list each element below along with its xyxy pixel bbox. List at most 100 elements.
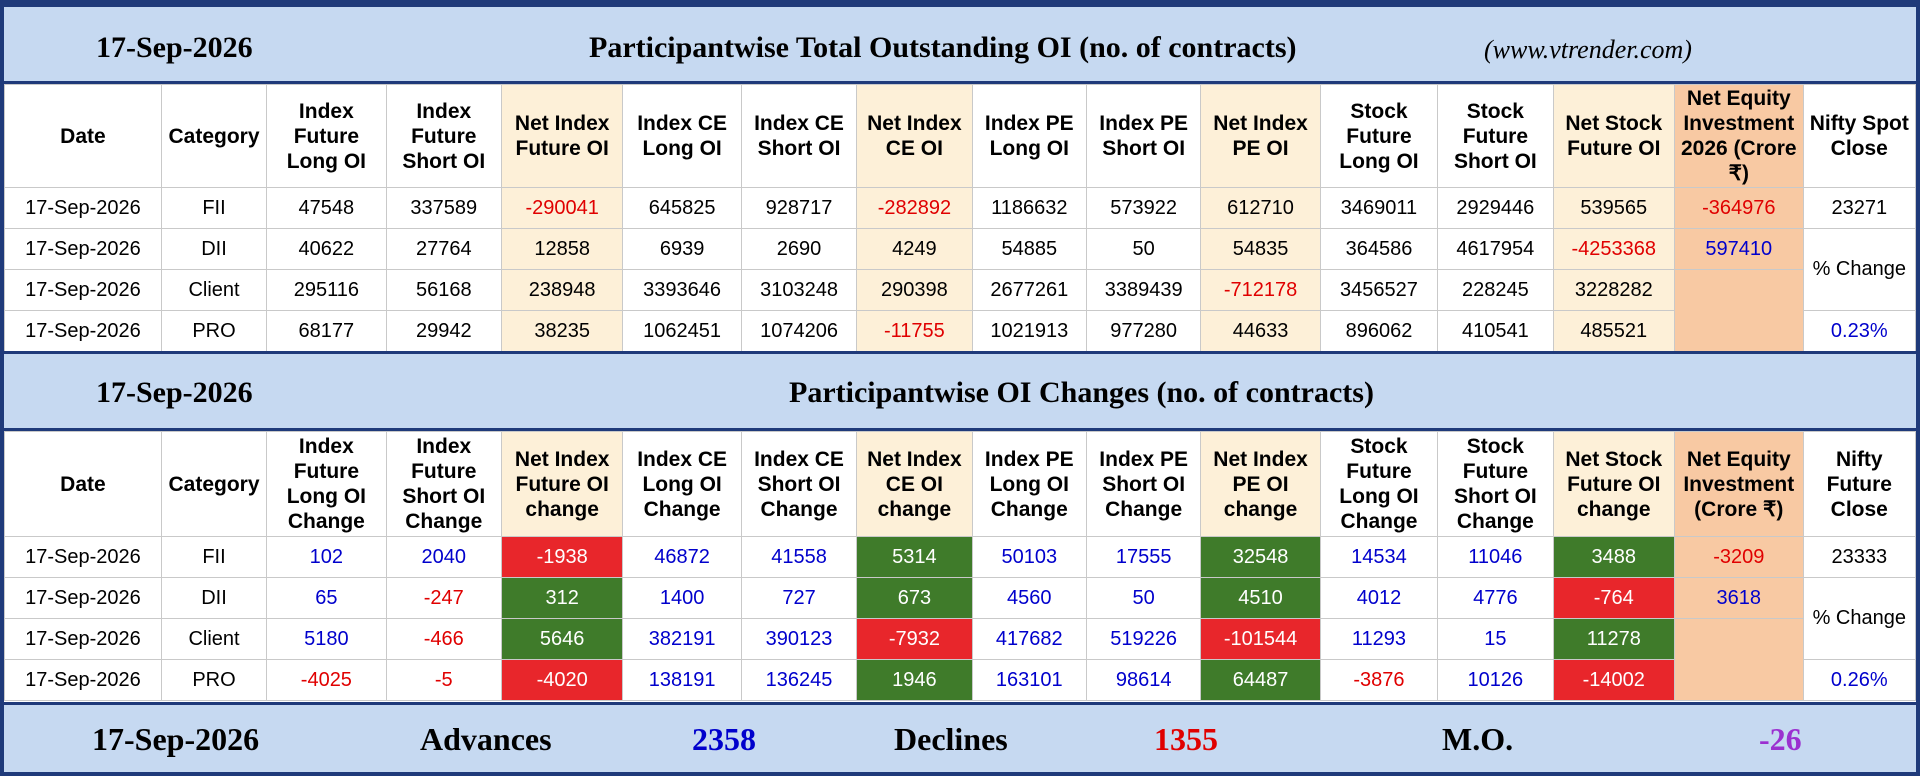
mo-value: -26 xyxy=(1759,721,1802,757)
table-cell: -1938 xyxy=(500,536,624,578)
table-cell: -4253368 xyxy=(1552,228,1676,270)
table-cell: -5 xyxy=(385,659,502,701)
column-header: Net Index Future OI change xyxy=(500,431,624,537)
table-cell: -3876 xyxy=(1319,659,1439,701)
column-header: Index CE Long OI xyxy=(622,84,742,188)
table-cell: 1400 xyxy=(622,577,742,619)
table-cell: 3228282 xyxy=(1552,269,1676,311)
table-cell: 136245 xyxy=(740,659,858,701)
table-row: 17-Sep-2026 DII 65 -247 312 1400 727 673 4560 50 4… xyxy=(4,577,1917,660)
table-cell: 41558 xyxy=(740,536,858,578)
table-cell: 364586 xyxy=(1319,228,1439,270)
table-cell: 163101 xyxy=(971,659,1087,701)
table-cell: -364976 xyxy=(1674,187,1804,229)
declines-label: Declines xyxy=(894,721,1008,757)
table-cell: 312 xyxy=(500,577,624,619)
table-cell: 539565 xyxy=(1552,187,1676,229)
table-cell: 4776 xyxy=(1437,577,1554,619)
table-cell: 485521 xyxy=(1552,310,1676,352)
table-cell: -712178 xyxy=(1200,269,1321,311)
column-header: Index PE Short OI xyxy=(1085,84,1202,188)
table-cell: 15 xyxy=(1437,618,1554,660)
equity-empty-cell xyxy=(1674,618,1804,701)
row-date: 17-Sep-2026 xyxy=(4,269,162,311)
table-cell: 47548 xyxy=(266,187,387,229)
column-header: Index Future Short OI xyxy=(385,84,502,188)
column-header: Category xyxy=(160,431,268,537)
table-cell: -290041 xyxy=(500,187,624,229)
table-cell: 1021913 xyxy=(971,310,1087,352)
table-cell: 6939 xyxy=(622,228,742,270)
table-cell: 1074206 xyxy=(740,310,858,352)
table-cell: 410541 xyxy=(1437,310,1554,352)
table-cell: 3618 xyxy=(1674,577,1804,619)
table-cell: -4020 xyxy=(500,659,624,701)
row-category: Client xyxy=(160,618,268,660)
table-cell: 40622 xyxy=(266,228,387,270)
section1-title-band: 17-Sep-2026 Participantwise Total Outsta… xyxy=(4,4,1916,84)
table-cell: 4617954 xyxy=(1437,228,1554,270)
table-cell: -7932 xyxy=(856,618,973,660)
table-cell: 896062 xyxy=(1319,310,1439,352)
oi-changes-table: Date Category Index Future Long OI Change I… xyxy=(4,431,1917,701)
table-cell: 27764 xyxy=(385,228,502,270)
change-value: 0.26% xyxy=(1802,659,1917,701)
table-cell: 1186632 xyxy=(971,187,1087,229)
row-date: 17-Sep-2026 xyxy=(4,187,162,229)
table-cell: 54835 xyxy=(1200,228,1321,270)
table-cell: 612710 xyxy=(1200,187,1321,229)
table-cell: 50 xyxy=(1085,577,1202,619)
row-category: DII xyxy=(160,228,268,270)
table-cell: 3469011 xyxy=(1319,187,1439,229)
table-cell: 2929446 xyxy=(1437,187,1554,229)
column-header: Index CE Short OI Change xyxy=(740,431,858,537)
table-cell: 4510 xyxy=(1200,577,1321,619)
column-header: Stock Future Short OI xyxy=(1437,84,1554,188)
table-cell: 5180 xyxy=(266,618,387,660)
table-cell: -3209 xyxy=(1674,536,1804,578)
column-header: Date xyxy=(4,84,162,188)
table-cell: 2040 xyxy=(385,536,502,578)
table-row: 17-Sep-2026 FII 47548 337589 -290041 645825 92… xyxy=(4,187,1917,229)
row-date: 17-Sep-2026 xyxy=(4,228,162,270)
table-cell: 3389439 xyxy=(1085,269,1202,311)
column-header: Net Stock Future OI xyxy=(1552,84,1676,188)
site-url: (www.vtrender.com) xyxy=(1484,35,1692,64)
column-header: Net Equity Investment (Crore ₹) xyxy=(1674,431,1804,537)
table-cell: 977280 xyxy=(1085,310,1202,352)
change-label: % Change xyxy=(1802,228,1917,311)
table-cell: 4249 xyxy=(856,228,973,270)
table-cell: 138191 xyxy=(622,659,742,701)
table-cell: 238948 xyxy=(500,269,624,311)
table-cell: 44633 xyxy=(1200,310,1321,352)
table-row: 17-Sep-2026 PRO 68177 29942 38235 1062451 1074… xyxy=(4,310,1917,352)
row-date: 17-Sep-2026 xyxy=(4,577,162,619)
column-header: Net Index Future OI xyxy=(500,84,624,188)
market-breadth-band: 17-Sep-2026 Advances 2358 Declines 1355 … xyxy=(4,702,1916,772)
column-header: Index Future Short OI Change xyxy=(385,431,502,537)
column-header: Date xyxy=(4,431,162,537)
table-cell: 46872 xyxy=(622,536,742,578)
change-label: % Change xyxy=(1802,577,1917,660)
table-cell: 38235 xyxy=(500,310,624,352)
section2-date: 17-Sep-2026 xyxy=(96,376,253,409)
table-cell: 10126 xyxy=(1437,659,1554,701)
table-cell: -466 xyxy=(385,618,502,660)
table-cell: -4025 xyxy=(266,659,387,701)
table-cell: 11046 xyxy=(1437,536,1554,578)
column-header: Nifty Spot Close xyxy=(1802,84,1917,188)
nifty-close-value: 23271 xyxy=(1802,187,1917,229)
table-cell: 337589 xyxy=(385,187,502,229)
table-cell: 32548 xyxy=(1200,536,1321,578)
column-header: Index Future Long OI Change xyxy=(266,431,387,537)
column-header: Index Future Long OI xyxy=(266,84,387,188)
table-cell: 519226 xyxy=(1085,618,1202,660)
table-cell: 5314 xyxy=(856,536,973,578)
table-cell: 1062451 xyxy=(622,310,742,352)
row-category: DII xyxy=(160,577,268,619)
table-cell: 5646 xyxy=(500,618,624,660)
column-header: Net Equity Investment 2026 (Crore ₹) xyxy=(1674,84,1804,188)
column-header: Net Index PE OI change xyxy=(1200,431,1321,537)
row-category: Client xyxy=(160,269,268,311)
